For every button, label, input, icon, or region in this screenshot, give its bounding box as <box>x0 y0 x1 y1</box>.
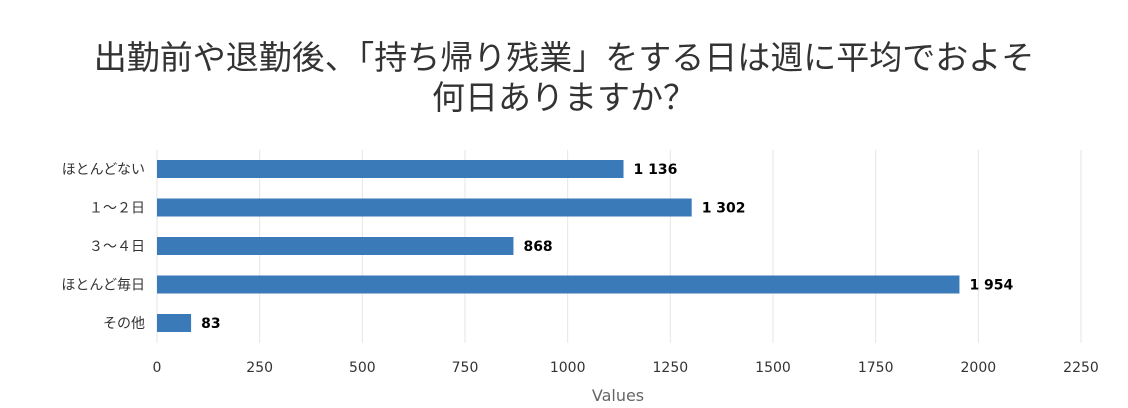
bar-1 <box>157 198 692 217</box>
x-tick-label: 1750 <box>858 360 894 376</box>
chart-title-line-2: 何日ありますか？ <box>432 78 696 117</box>
value-labels: 1 136 1 302 868 1 954 83 <box>201 162 1013 332</box>
x-tick-label: 1000 <box>550 360 586 376</box>
category-label: ほとんど毎日 <box>61 278 145 294</box>
x-axis-title: Values <box>592 386 644 405</box>
x-tick-label: 1500 <box>755 360 791 376</box>
category-label: ほとんどない <box>62 162 145 178</box>
x-tick-label: 500 <box>349 360 376 376</box>
value-label: 1 954 <box>969 278 1013 294</box>
value-label: 1 302 <box>702 201 746 217</box>
bar-0 <box>157 160 624 178</box>
chart-title: 出勤前や退勤後、「持ち帰り残業」をする日は週に平均でおよそ 何日ありますか？ <box>0 38 1128 118</box>
value-label: 83 <box>201 316 220 332</box>
x-tick-label: 2250 <box>1063 360 1099 376</box>
bar-4 <box>157 314 192 332</box>
x-tick-label: 2000 <box>961 360 997 376</box>
x-tick-label: 0 <box>153 360 162 376</box>
bar-2 <box>157 237 514 255</box>
x-tick-label: 750 <box>452 360 479 376</box>
x-tick-label: 1250 <box>653 360 689 376</box>
x-tick-labels: 0 250 500 750 1000 1250 1500 1750 2000 2250 <box>153 360 1099 376</box>
value-label: 1 136 <box>634 162 678 178</box>
x-tick-label: 250 <box>246 360 273 376</box>
category-label: １～２日 <box>89 201 145 217</box>
bar-3 <box>157 275 960 294</box>
chart-title-line-1: 出勤前や退勤後、「持ち帰り残業」をする日は週に平均でおよそ <box>93 38 1035 77</box>
category-label: ３～４日 <box>89 239 145 255</box>
category-label: その他 <box>103 316 145 332</box>
value-label: 868 <box>523 239 552 255</box>
bars <box>157 160 960 332</box>
